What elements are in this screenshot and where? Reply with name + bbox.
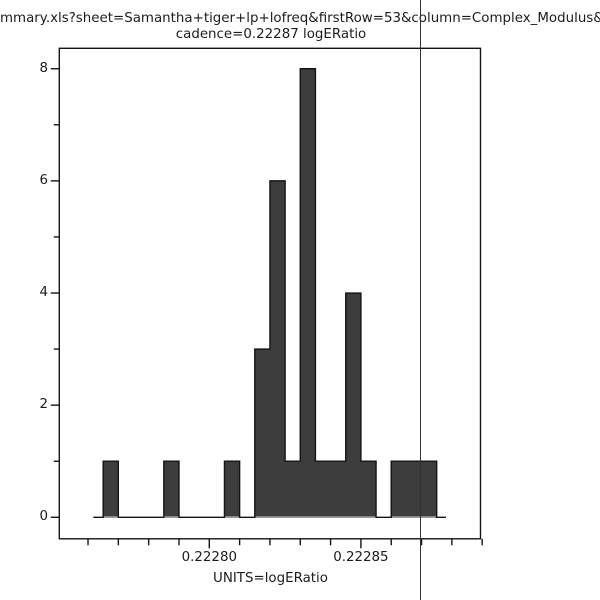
histogram-bars [93, 68, 446, 518]
page-title: mmary.xls?sheet=Samantha+tiger+lp+lofreq… [0, 11, 600, 26]
y-tick-label: 0 [39, 509, 48, 525]
y-tick-label: 8 [39, 60, 48, 76]
y-tick-label: 2 [39, 397, 48, 413]
cadence-marker-line [419, 0, 421, 600]
y-tick-label: 6 [39, 172, 48, 188]
x-tick-label: 0.22280 [181, 550, 237, 565]
x-axis-label: UNITS=logERatio [213, 571, 328, 586]
y-tick-label: 4 [39, 285, 48, 301]
x-tick-label: 0.22285 [333, 550, 389, 565]
chart-subtitle: cadence=0.22287 logERatio [175, 27, 367, 42]
